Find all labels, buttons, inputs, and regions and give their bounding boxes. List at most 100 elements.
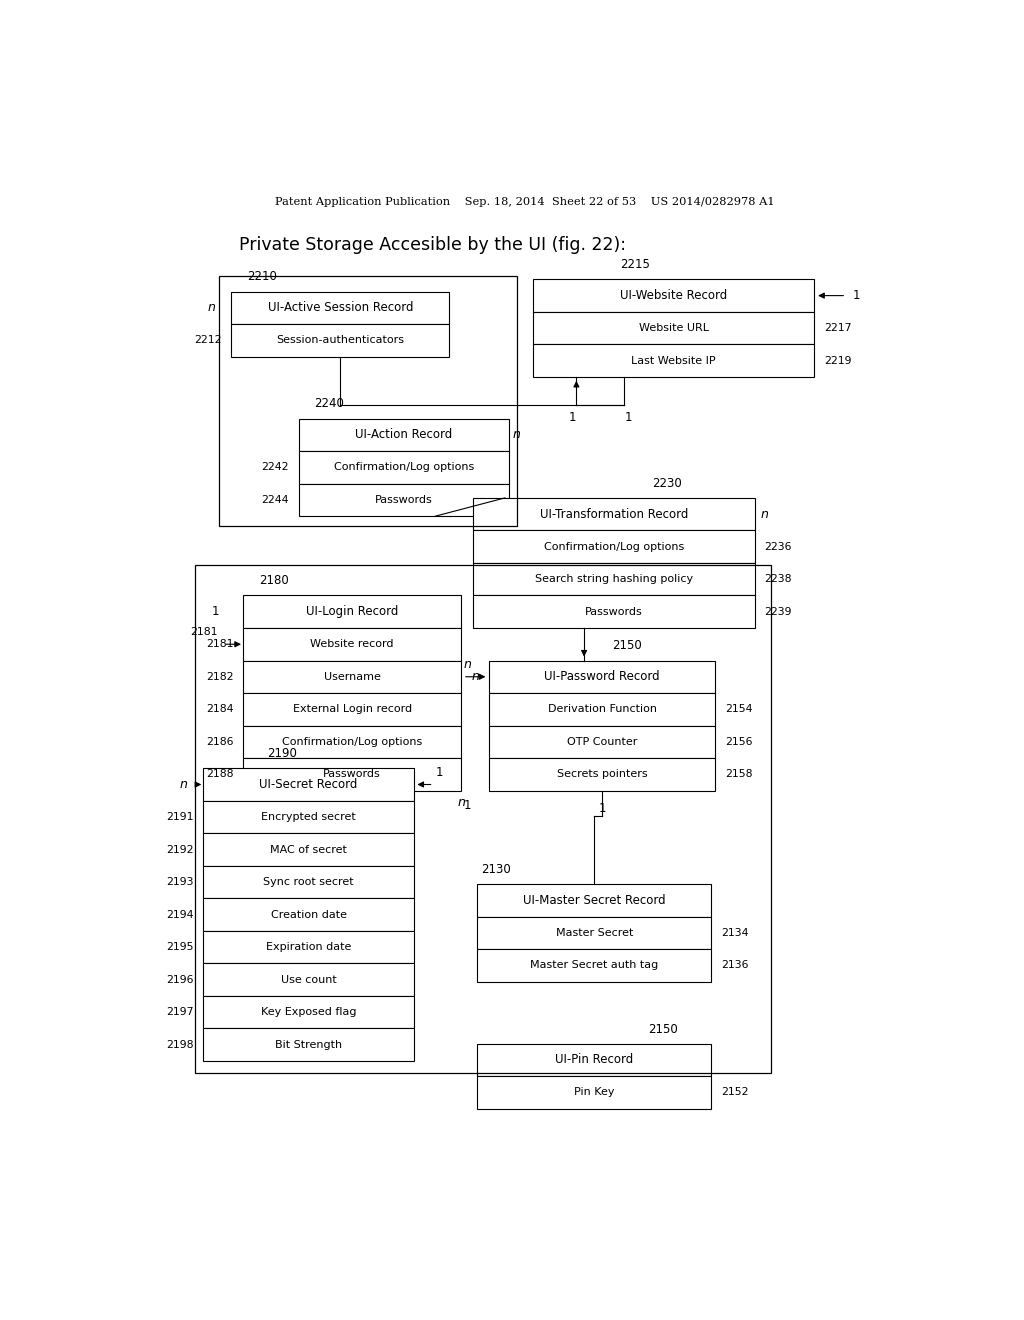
Text: Derivation Function: Derivation Function	[548, 705, 656, 714]
Bar	[243, 758, 461, 791]
Text: 2130: 2130	[481, 863, 511, 876]
Bar	[231, 325, 450, 356]
Bar	[204, 964, 414, 995]
Text: 1: 1	[435, 766, 442, 779]
Text: Pin Key: Pin Key	[574, 1088, 614, 1097]
Text: 2240: 2240	[314, 397, 344, 411]
Bar	[243, 595, 461, 628]
Text: Expiration date: Expiration date	[266, 942, 351, 952]
Text: 2184: 2184	[206, 705, 233, 714]
Text: Website URL: Website URL	[639, 323, 709, 333]
Bar	[489, 758, 715, 791]
Bar	[243, 628, 461, 660]
Text: 2236: 2236	[765, 541, 792, 552]
Bar	[204, 866, 414, 899]
Text: n: n	[464, 659, 472, 671]
Text: Website record: Website record	[310, 639, 394, 649]
Text: UI-Pin Record: UI-Pin Record	[555, 1053, 634, 1067]
Text: UI-Login Record: UI-Login Record	[306, 605, 398, 618]
Text: Master Secret: Master Secret	[556, 928, 633, 939]
Text: 1: 1	[598, 803, 606, 816]
Text: External Login record: External Login record	[293, 705, 412, 714]
Text: 2219: 2219	[824, 355, 852, 366]
Text: 1: 1	[853, 289, 860, 302]
Bar	[299, 418, 509, 451]
Text: 2181: 2181	[206, 639, 233, 649]
Text: Use count: Use count	[281, 974, 337, 985]
Text: UI-Transformation Record: UI-Transformation Record	[540, 508, 688, 520]
Text: UI-Password Record: UI-Password Record	[545, 671, 660, 684]
Text: UI-Active Session Record: UI-Active Session Record	[267, 301, 413, 314]
Bar	[473, 562, 755, 595]
Text: n: n	[761, 508, 768, 520]
Text: Confirmation/Log options: Confirmation/Log options	[282, 737, 422, 747]
Text: 2134: 2134	[721, 928, 749, 939]
Text: 2188: 2188	[206, 770, 233, 779]
Text: 1: 1	[568, 411, 577, 424]
Bar	[204, 1028, 414, 1061]
Text: Creation date: Creation date	[270, 909, 346, 920]
Bar	[477, 1044, 712, 1076]
Bar	[204, 899, 414, 931]
Bar	[231, 292, 450, 325]
Text: UI-Secret Record: UI-Secret Record	[259, 777, 357, 791]
Text: 2191: 2191	[166, 812, 194, 822]
Text: Patent Application Publication    Sep. 18, 2014  Sheet 22 of 53    US 2014/02829: Patent Application Publication Sep. 18, …	[275, 197, 774, 207]
Text: n: n	[458, 796, 465, 809]
Text: 2152: 2152	[721, 1088, 749, 1097]
Text: 2217: 2217	[824, 323, 852, 333]
Text: OTP Counter: OTP Counter	[567, 737, 637, 747]
Text: 2136: 2136	[721, 961, 749, 970]
Bar	[204, 833, 414, 866]
Text: Secrets pointers: Secrets pointers	[557, 770, 647, 779]
Bar	[204, 995, 414, 1028]
Text: 2238: 2238	[765, 574, 792, 585]
Text: 2180: 2180	[259, 574, 289, 587]
Text: n: n	[208, 301, 215, 314]
Text: n: n	[472, 671, 479, 684]
Text: 2156: 2156	[725, 737, 753, 747]
Text: 2150: 2150	[648, 1023, 678, 1036]
Text: 1: 1	[625, 411, 632, 424]
Text: 2239: 2239	[765, 607, 792, 616]
Bar	[204, 931, 414, 964]
Text: 2158: 2158	[725, 770, 753, 779]
Text: 1: 1	[212, 605, 219, 618]
Text: 2230: 2230	[652, 477, 682, 490]
Text: UI-Action Record: UI-Action Record	[355, 429, 453, 441]
Text: Search string hashing policy: Search string hashing policy	[535, 574, 693, 585]
Bar	[204, 801, 414, 833]
Text: Sync root secret: Sync root secret	[263, 876, 354, 887]
Bar	[477, 916, 712, 949]
Text: 2210: 2210	[247, 271, 276, 284]
Bar	[473, 595, 755, 628]
Bar	[243, 726, 461, 758]
Text: 2198: 2198	[166, 1040, 194, 1049]
Text: n: n	[179, 777, 187, 791]
Text: Confirmation/Log options: Confirmation/Log options	[544, 541, 684, 552]
Text: 2182: 2182	[206, 672, 233, 681]
Bar	[219, 276, 517, 527]
Text: 2215: 2215	[620, 259, 650, 271]
Bar	[473, 531, 755, 562]
Text: Last Website IP: Last Website IP	[631, 355, 716, 366]
Bar	[204, 768, 414, 801]
Bar	[532, 280, 814, 312]
Bar	[299, 483, 509, 516]
Text: 2194: 2194	[166, 909, 194, 920]
Text: MAC of secret: MAC of secret	[270, 845, 347, 854]
Text: n: n	[513, 429, 521, 441]
Bar	[489, 726, 715, 758]
Text: Session-authenticators: Session-authenticators	[276, 335, 404, 346]
Text: 2212: 2212	[195, 335, 221, 346]
Text: Username: Username	[324, 672, 381, 681]
Text: Passwords: Passwords	[585, 607, 643, 616]
Text: Confirmation/Log options: Confirmation/Log options	[334, 462, 474, 473]
Bar	[477, 1076, 712, 1109]
Text: Master Secret auth tag: Master Secret auth tag	[530, 961, 658, 970]
Text: UI-Website Record: UI-Website Record	[620, 289, 727, 302]
Bar	[477, 949, 712, 982]
Bar	[196, 565, 771, 1073]
Text: Passwords: Passwords	[375, 495, 433, 506]
Text: 2186: 2186	[206, 737, 233, 747]
